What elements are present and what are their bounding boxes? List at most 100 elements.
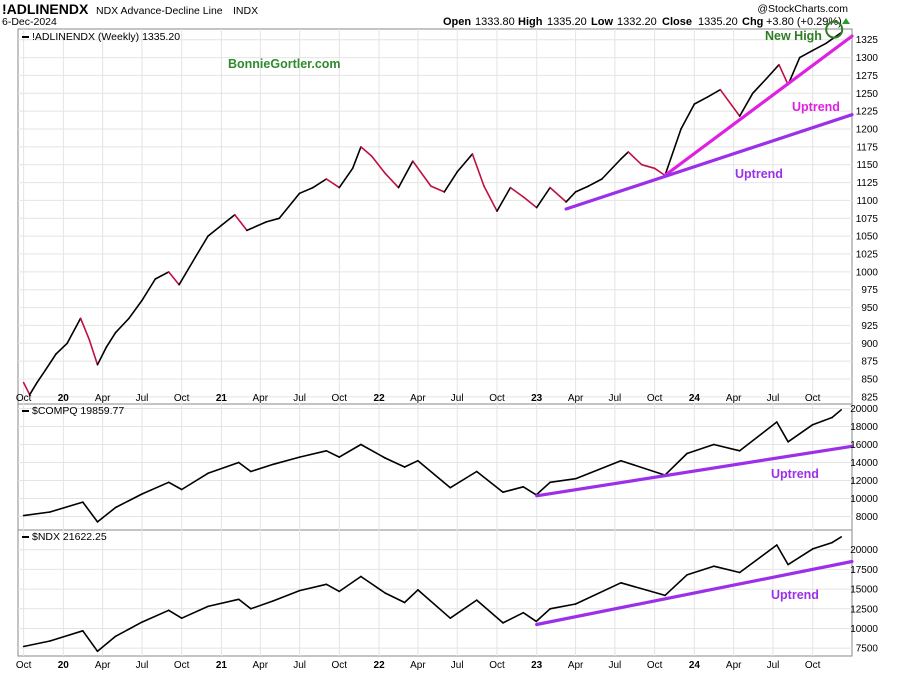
x-tick-label: Jul	[767, 660, 780, 671]
series-segment	[272, 589, 301, 602]
uptrend-line	[535, 559, 854, 627]
series-segment	[775, 421, 789, 443]
x-tick-label: Oct	[647, 660, 663, 671]
y-tick-label: 1275	[856, 71, 879, 82]
y-tick-label: 1000	[856, 267, 879, 278]
series-segment	[298, 449, 328, 458]
series-segment	[502, 485, 525, 494]
series-segment	[706, 88, 722, 98]
x-tick-label: 21	[216, 660, 228, 671]
y-tick-label: 16000	[850, 440, 878, 451]
series-segment	[587, 178, 603, 187]
x-tick-label: 23	[531, 393, 543, 404]
x-tick-label: Apr	[95, 660, 111, 671]
x-tick-label: Apr	[410, 660, 426, 671]
series-segment	[787, 56, 801, 86]
panel-frame-ndx	[17, 529, 853, 657]
series-segment	[664, 574, 688, 597]
series-segment	[250, 463, 275, 473]
series-segment	[114, 621, 143, 638]
series-segment	[456, 153, 474, 173]
series-segment	[502, 611, 525, 624]
series-segment	[811, 42, 827, 52]
series-segment	[278, 192, 301, 220]
series-segment	[712, 443, 741, 452]
y-tick-label: 18000	[850, 422, 878, 433]
series-segment	[207, 461, 240, 475]
x-tick-label: Jul	[609, 660, 622, 671]
series-segment	[194, 235, 209, 259]
series-segment	[49, 501, 84, 513]
series-segment	[475, 599, 504, 624]
x-tick-label: Apr	[410, 393, 426, 404]
watermark: BonnieGortler.com	[228, 57, 341, 71]
y-tick-label: 7500	[856, 644, 879, 655]
series-layer	[22, 31, 843, 653]
series-segment	[664, 128, 682, 177]
series-segment	[787, 548, 814, 566]
x-tick-label: 23	[531, 660, 543, 671]
series-segment	[680, 103, 696, 130]
uptrend-label: Uptrend	[771, 467, 819, 481]
series-segment	[522, 485, 538, 496]
series-segment	[351, 146, 362, 170]
x-tick-label: Jul	[609, 393, 622, 404]
y-tick-label: 10000	[850, 624, 878, 635]
x-tick-label: 24	[689, 660, 701, 671]
y-tick-label: 1200	[856, 125, 879, 136]
new-high-label: New High	[765, 29, 822, 43]
series-segment	[471, 153, 485, 187]
series-segment	[403, 459, 419, 468]
high-label: High	[518, 16, 543, 28]
y-tick-label: 850	[861, 375, 878, 386]
series-segment	[620, 151, 630, 160]
y-tick-label: 1100	[856, 196, 878, 207]
x-tick-label: 22	[374, 660, 386, 671]
series-segment	[483, 185, 498, 212]
series-segment	[719, 88, 741, 117]
series-segment	[79, 317, 91, 341]
series-segment	[250, 600, 275, 610]
x-tick-label: Apr	[253, 393, 269, 404]
y-tick-label: 1325	[856, 35, 879, 46]
series-segment	[403, 589, 419, 604]
x-tick-label: 21	[216, 393, 228, 404]
series-segment	[384, 172, 400, 189]
panel-label: !ADLINENDX (Weekly) 1335.20	[22, 31, 180, 43]
y-tick-label: 20000	[850, 404, 878, 415]
x-tick-label: Oct	[489, 660, 505, 671]
series-segment	[28, 381, 38, 396]
series-segment	[237, 461, 252, 473]
series-segment	[738, 421, 778, 452]
x-tick-label: Jul	[293, 393, 306, 404]
open-value: 1333.80	[475, 16, 515, 28]
x-tick-label: Oct	[805, 660, 821, 671]
series-segment	[686, 565, 715, 576]
y-tick-label: 20000	[850, 545, 878, 556]
trend-layer	[535, 20, 854, 627]
series-segment	[22, 381, 31, 396]
x-tick-label: Jul	[767, 393, 780, 404]
series-segment	[167, 481, 183, 491]
series-segment	[36, 369, 47, 384]
series-segment	[430, 185, 446, 193]
series-segment	[601, 158, 622, 180]
series-segment	[265, 217, 281, 223]
x-tick-label: Apr	[95, 393, 111, 404]
series-segment	[549, 477, 577, 484]
x-tick-label: Apr	[568, 393, 584, 404]
y-tick-label: 17500	[850, 565, 878, 576]
series-segment	[738, 544, 778, 574]
y-tick-label: 1075	[856, 214, 879, 225]
series-segment	[114, 493, 143, 509]
y-tick-label: 1250	[856, 89, 879, 100]
y-tick-label: 1050	[856, 232, 879, 243]
uptrend-label: Uptrend	[792, 100, 840, 114]
series-segment	[82, 629, 99, 653]
series-segment	[417, 459, 452, 489]
y-tick-label: 1150	[856, 160, 878, 171]
series-segment	[88, 338, 99, 366]
y-tick-label: 1025	[856, 250, 879, 261]
y-tick-label: 12500	[850, 604, 878, 615]
series-segment	[96, 506, 117, 523]
